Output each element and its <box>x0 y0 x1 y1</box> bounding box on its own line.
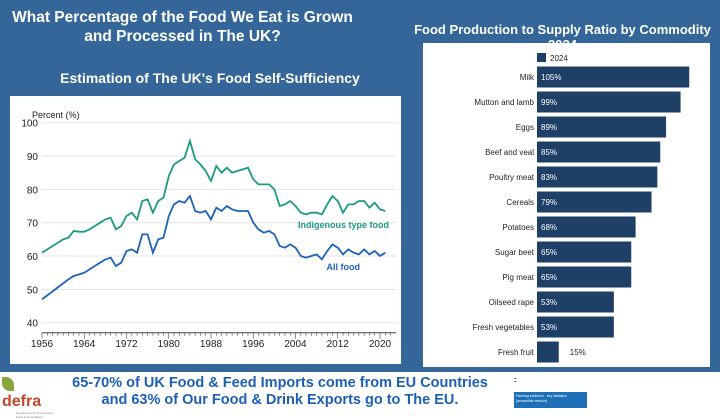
series-label-indigenous: Indigenous type food <box>298 220 389 230</box>
series-line-indigenous <box>41 137 386 254</box>
bar-chart-panel: 2024 Milk 105% Mutton and lamb 99% Eggs 89% Bee… <box>423 43 710 367</box>
category-label: Poultry meat <box>489 173 535 182</box>
x-tick-label: 2020 <box>369 339 392 350</box>
bar <box>537 266 632 288</box>
bar <box>537 141 661 163</box>
footer-text: 65-70% of UK Food & Feed Imports come fr… <box>72 375 488 408</box>
bar <box>537 116 667 138</box>
bar <box>537 66 690 88</box>
line-chart-title: Estimation of The UK's Food Self-Suffici… <box>60 70 360 86</box>
data-label: 99% <box>541 98 557 107</box>
x-tick-label: 1996 <box>242 339 265 350</box>
bar <box>537 241 632 263</box>
data-label: 65% <box>541 248 557 257</box>
data-label: 105% <box>541 73 561 82</box>
x-tick-label: 1988 <box>200 339 223 350</box>
leaf-icon <box>2 376 14 391</box>
category-label: Pig meat <box>502 273 534 282</box>
x-tick-label: 1956 <box>31 339 54 350</box>
line-chart: Percent (%) 40 50 60 70 80 90 100 1956 1964 1972 19… <box>21 110 396 350</box>
data-label: 89% <box>541 123 557 132</box>
y-tick-label: 50 <box>27 285 39 296</box>
thumbnail-header: ▬ ▬ <box>514 377 517 383</box>
y-axis-label: Percent (%) <box>32 110 80 120</box>
data-label: 68% <box>541 223 557 232</box>
bar-chart: 2024 Milk 105% Mutton and lamb 99% Eggs 89% Bee… <box>473 53 690 363</box>
series-line-all-food <box>41 194 386 301</box>
data-label: 83% <box>541 173 557 182</box>
x-tick-label: 2004 <box>284 339 307 350</box>
category-label: Sugar beet <box>495 248 535 257</box>
data-label: 65% <box>541 273 557 282</box>
category-label: Milk <box>520 73 535 82</box>
data-label: 53% <box>541 298 557 307</box>
data-label: 53% <box>541 323 557 332</box>
x-tick-label: 1980 <box>158 339 181 350</box>
category-label: Mutton and lamb <box>474 98 534 107</box>
bar <box>537 191 652 213</box>
y-tick-label: 100 <box>21 119 38 130</box>
page-title: What Percentage of the Food We Eat is Gr… <box>12 9 353 45</box>
legend-swatch <box>537 53 546 62</box>
data-label: 15% <box>570 348 586 357</box>
data-label: 79% <box>541 198 557 207</box>
category-label: Cereals <box>506 198 534 207</box>
data-label: 85% <box>541 148 557 157</box>
category-label: Potatoes <box>502 223 534 232</box>
category-label: Beef and veal <box>485 148 534 157</box>
bar <box>537 91 681 113</box>
bar <box>537 166 658 188</box>
footer <box>0 372 720 408</box>
line-chart-panel: Percent (%) 40 50 60 70 80 90 100 1956 1964 1972 19… <box>10 96 401 364</box>
category-label: Fresh vegetables <box>473 323 534 332</box>
report-thumbnail[interactable]: Farming evidence - key statistics (acces… <box>514 392 587 408</box>
x-tick-label: 1964 <box>73 339 96 350</box>
x-tick-label: 1972 <box>115 339 138 350</box>
x-tick-label: 2012 <box>327 339 350 350</box>
y-tick-label: 60 <box>27 252 39 263</box>
category-label: Oilseed rape <box>489 298 535 307</box>
bar <box>537 316 614 338</box>
legend-label: 2024 <box>550 54 568 63</box>
y-tick-label: 80 <box>27 185 39 196</box>
category-label: Fresh fruit <box>498 348 535 357</box>
bar <box>537 291 614 313</box>
y-tick-label: 70 <box>27 219 39 230</box>
defra-logo: defra Department for Environment Food & R… <box>2 375 54 419</box>
bar <box>537 216 636 238</box>
category-label: Eggs <box>516 123 534 132</box>
y-tick-label: 40 <box>27 319 39 330</box>
y-tick-label: 90 <box>27 152 39 163</box>
series-label-all-food: All food <box>327 262 361 272</box>
bar <box>537 341 559 363</box>
